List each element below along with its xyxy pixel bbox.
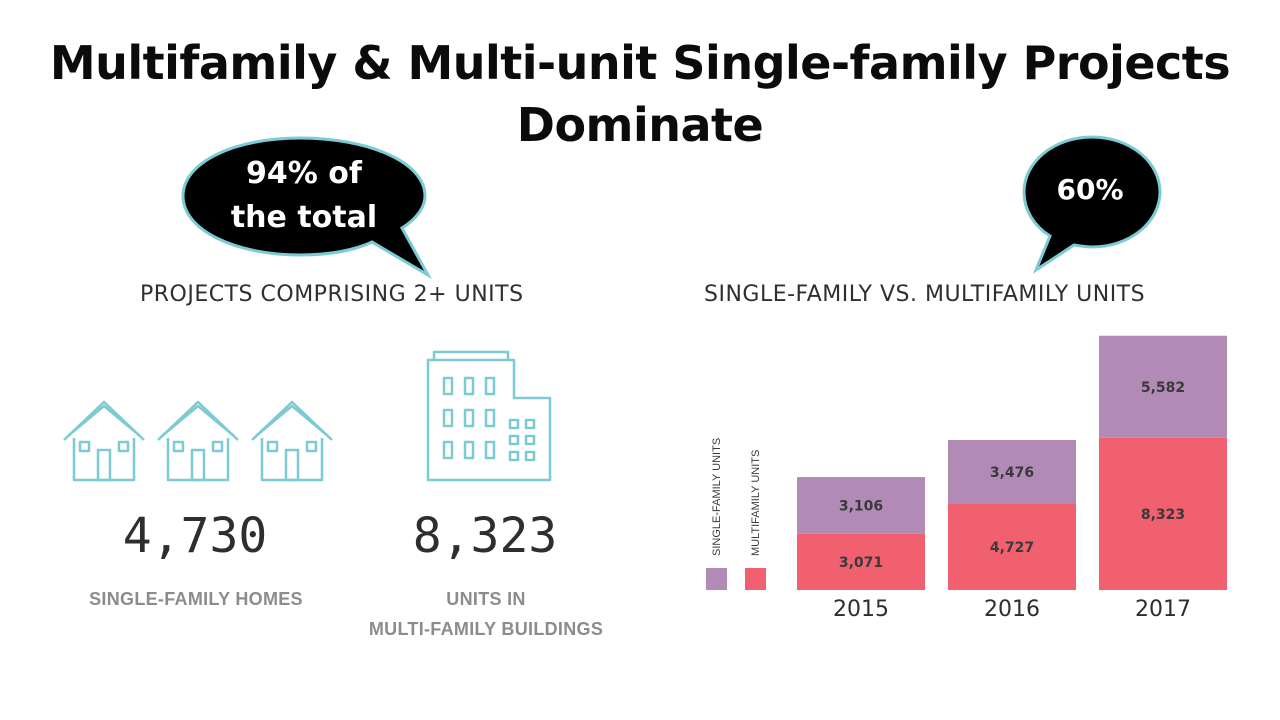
- apartment-building-icon: [426, 350, 552, 482]
- house-icon: [251, 400, 333, 482]
- multifamily-units-value: 8,323: [412, 508, 558, 564]
- house-icon: [63, 400, 145, 482]
- x-tick-label: 2017: [1135, 597, 1191, 622]
- right-panel-heading: SINGLE-FAMILY VS. MULTIFAMILY UNITS: [704, 282, 1146, 307]
- bar-segment: [797, 477, 925, 534]
- x-tick-label: 2016: [984, 597, 1040, 622]
- left-panel-heading: PROJECTS COMPRISING 2+ UNITS: [140, 282, 524, 307]
- stacked-bar-chart: SINGLE-FAMILY UNITS MULTIFAMILY UNITS 3,07…: [706, 335, 1227, 622]
- data-label: 3,476: [990, 465, 1034, 481]
- callout-text-right: 60%: [1056, 173, 1124, 206]
- multifamily-units-label-line1: UNITS IN: [446, 589, 526, 609]
- x-tick-label: 2015: [833, 597, 889, 622]
- multifamily-units-label-line2: MULTI-FAMILY BUILDINGS: [368, 619, 604, 639]
- bar-segment: [1099, 335, 1227, 438]
- house-icon: [157, 400, 239, 482]
- bar-segment: [948, 440, 1076, 504]
- legend-label: MULTIFAMILY UNITS: [750, 450, 762, 556]
- data-label: 3,106: [839, 498, 883, 514]
- multifamily-units-label: UNITS IN MULTI-FAMILY BUILDINGS: [350, 584, 622, 644]
- callout-text-left: 94% of the total: [230, 156, 378, 235]
- single-family-homes-label: SINGLE-FAMILY HOMES: [89, 589, 303, 609]
- legend-swatch: [745, 568, 766, 590]
- legend-label: SINGLE-FAMILY UNITS: [711, 438, 723, 556]
- bar-segment: [1099, 437, 1227, 590]
- data-label: 5,582: [1141, 380, 1185, 396]
- slide-title: Multifamily & Multi-unit Single-family P…: [49, 36, 1231, 152]
- bar-segment: [797, 533, 925, 590]
- data-label: 4,727: [990, 540, 1034, 556]
- bar-segment: [948, 503, 1076, 590]
- houses-icon-group: [63, 400, 333, 482]
- data-label: 8,323: [1141, 507, 1185, 523]
- legend-swatch: [706, 568, 727, 590]
- data-label: 3,071: [839, 555, 883, 571]
- single-family-homes-value: 4,730: [122, 508, 268, 564]
